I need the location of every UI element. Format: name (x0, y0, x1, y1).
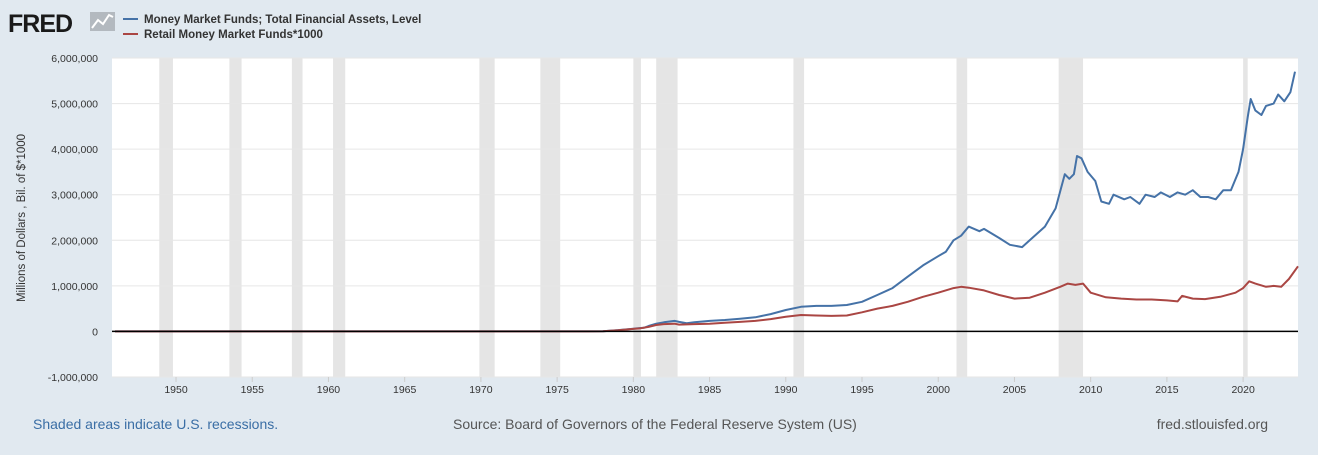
gridlines (112, 57, 1298, 378)
series-line-2 (115, 265, 1299, 333)
y-tick-label: 4,000,000 (51, 144, 98, 156)
series-line-1 (115, 71, 1296, 333)
x-tick-label: 1985 (698, 384, 722, 396)
x-axis-ticks: 1950 1955 1960 1965 1970 1975 1980 1985 1990 1995… (164, 377, 1255, 396)
legend-label-1: Money Market Funds; Total Financial Asse… (144, 14, 421, 26)
recession-band (229, 58, 242, 377)
source-text: Source: Board of Governors of the Federa… (453, 416, 857, 432)
recession-band (1058, 58, 1084, 377)
recession-note-link[interactable]: Shaded areas indicate U.S. recessions. (33, 416, 279, 432)
x-tick-label: 1995 (850, 384, 874, 396)
y-tick-label: -1,000,000 (48, 372, 98, 384)
fred-logo[interactable]: FRED (8, 10, 115, 38)
y-tick-label: 0 (92, 326, 98, 338)
y-axis-ticks: -1,000,000 0 1,000,000 2,000,000 3,000,000 4,… (48, 53, 98, 384)
x-tick-label: 1990 (774, 384, 798, 396)
legend: Money Market Funds; Total Financial Asse… (123, 14, 421, 41)
x-tick-label: 1965 (393, 384, 417, 396)
x-tick-label: 1970 (469, 384, 493, 396)
y-tick-label: 3,000,000 (51, 190, 98, 202)
y-tick-label: 6,000,000 (51, 53, 98, 65)
recession-band (291, 58, 303, 377)
y-axis-title: Millions of Dollars , Bil. of $*1000 (16, 134, 28, 302)
x-tick-label: 2000 (927, 384, 951, 396)
x-tick-label: 2005 (1003, 384, 1027, 396)
recession-band (333, 58, 346, 377)
line-chart-icon (90, 12, 115, 31)
recession-band (540, 58, 561, 377)
x-tick-label: 1975 (545, 384, 569, 396)
recession-band (159, 58, 173, 377)
x-tick-label: 1960 (317, 384, 341, 396)
x-tick-label: 2010 (1079, 384, 1103, 396)
x-tick-label: 1955 (241, 384, 265, 396)
legend-label-2: Retail Money Market Funds*1000 (144, 29, 323, 41)
y-tick-label: 5,000,000 (51, 99, 98, 111)
plot-area (112, 58, 1298, 377)
fred-logo-text: FRED (8, 10, 72, 38)
y-tick-label: 1,000,000 (51, 281, 98, 293)
x-tick-label: 1980 (622, 384, 646, 396)
recession-band (479, 58, 495, 377)
recession-band (1243, 58, 1248, 377)
recession-band (956, 58, 968, 377)
x-tick-label: 2015 (1155, 384, 1179, 396)
x-tick-label: 1950 (164, 384, 188, 396)
fred-url[interactable]: fred.stlouisfed.org (1156, 416, 1268, 432)
recession-band (633, 58, 641, 377)
y-tick-label: 2,000,000 (51, 235, 98, 247)
recession-band (793, 58, 805, 377)
x-tick-label: 2020 (1231, 384, 1255, 396)
recession-shading (159, 58, 1248, 377)
series-lines (112, 71, 1299, 333)
recession-band (656, 58, 678, 377)
